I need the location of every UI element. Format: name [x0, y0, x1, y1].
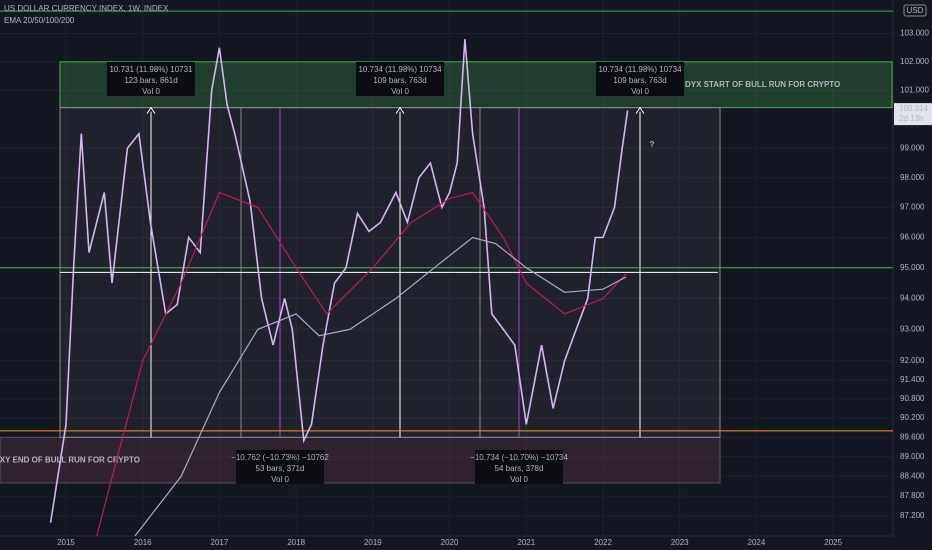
y-tick-label: 89.600	[900, 432, 925, 441]
price-line	[96, 191, 627, 537]
price-line	[49, 39, 629, 523]
y-tick-label: 92.000	[900, 356, 925, 365]
annotation-text: 123 bars, 861d	[124, 76, 177, 85]
question-mark: ?	[650, 140, 655, 149]
x-tick-label: 2017	[211, 538, 229, 547]
y-tick-label: 91.400	[900, 375, 925, 384]
zone	[59, 61, 893, 109]
y-tick-label: 90.800	[900, 394, 925, 403]
y-tick-label: 89.000	[900, 452, 925, 461]
x-tick-label: 2022	[594, 538, 612, 547]
annotation-box	[236, 450, 324, 484]
annotation-text: −10.734 (−10.70%) −10734	[470, 453, 568, 462]
y-tick-label: 97.000	[900, 203, 925, 212]
annotation-text: Vol 0	[631, 87, 649, 96]
annotation-box	[475, 450, 563, 484]
annotation-text: 54 bars, 378d	[495, 464, 544, 473]
y-tick-label: 87.800	[900, 491, 925, 500]
annotation-box	[356, 62, 444, 96]
y-tick-label: 103.000	[900, 29, 929, 38]
annotation-text: 53 bars, 371d	[256, 464, 305, 473]
annotation-text: −10.762 (−10.73%) −10762	[231, 453, 329, 462]
last-price-tag	[894, 103, 932, 126]
arrow-head	[395, 106, 405, 114]
annotation-text: 109 bars, 763d	[373, 76, 426, 85]
x-tick-label: 2015	[57, 538, 75, 547]
x-tick-label: 2019	[364, 538, 382, 547]
chart-title: US DOLLAR CURRENCY INDEX, 1W, INDEX	[4, 4, 169, 13]
annotation-text: 10.734 (11.98%) 10734	[358, 65, 442, 74]
price-axis	[893, 0, 932, 550]
zone-label: DYX START OF BULL RUN FOR CRYPTO	[685, 80, 840, 89]
x-tick-label: 2020	[441, 538, 459, 547]
zone-label: DXY END OF BULL RUN FOR CRYPTO	[0, 455, 140, 464]
annotation-box	[107, 62, 195, 96]
x-tick-label: 2023	[671, 538, 689, 547]
annotation-text: 10.734 (11.98%) 10734	[598, 65, 682, 74]
annotation-text: Vol 0	[271, 475, 289, 484]
annotation-text: 10.731 (11.98%) 10731	[109, 65, 193, 74]
last-price: 100.314	[899, 104, 928, 113]
y-tick-label: 95.000	[900, 263, 925, 272]
x-tick-label: 2021	[517, 538, 535, 547]
y-tick-label: 88.400	[900, 472, 925, 481]
y-tick-label: 96.000	[900, 233, 925, 242]
x-tick-label: 2025	[824, 538, 842, 547]
annotation-box	[596, 62, 684, 96]
annotation-text: Vol 0	[142, 87, 160, 96]
y-tick-label: 101.000	[900, 85, 929, 94]
y-tick-label: 99.000	[900, 143, 925, 152]
currency-box	[903, 4, 927, 17]
annotation-text: Vol 0	[510, 475, 528, 484]
x-tick-label: 2024	[748, 538, 766, 547]
y-tick-label: 93.000	[900, 325, 925, 334]
x-tick-label: 2016	[134, 538, 152, 547]
annotation-text: 109 bars, 763d	[613, 76, 666, 85]
countdown: 2d 13h	[899, 114, 923, 123]
y-tick-label: 94.000	[900, 294, 925, 303]
annotation-text: Vol 0	[391, 87, 409, 96]
y-tick-label: 102.000	[900, 57, 929, 66]
x-tick-label: 2018	[287, 538, 305, 547]
arrow-head	[635, 106, 645, 114]
currency: USD	[907, 6, 924, 15]
chart-subtitle: EMA 20/50/100/200	[4, 16, 75, 25]
arrow-head	[146, 106, 156, 114]
y-tick-label: 90.200	[900, 413, 925, 422]
price-line	[134, 236, 627, 537]
y-tick-label: 98.000	[900, 173, 925, 182]
y-tick-label: 87.200	[900, 511, 925, 520]
